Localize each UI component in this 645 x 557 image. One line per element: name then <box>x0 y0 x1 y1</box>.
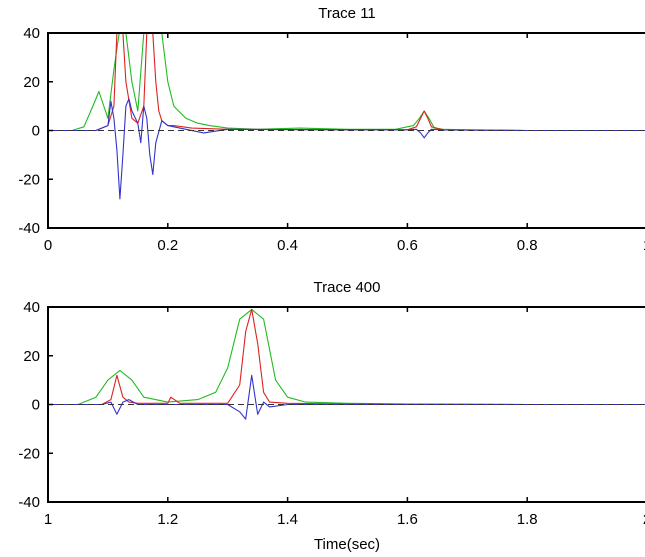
y-tick-label: 40 <box>23 299 40 316</box>
series-group <box>48 308 645 420</box>
series-line <box>48 33 645 132</box>
series-line <box>48 308 645 406</box>
y-tick-label: 20 <box>23 74 40 91</box>
plot-area: 40 20 0 -20 -401 1.2 1.4 1.6 1.8 2 <box>18 299 645 528</box>
x-tick-label: 0.8 <box>517 237 538 254</box>
y-tick-label: -40 <box>18 220 40 237</box>
y-tick-label: 0 <box>32 397 40 414</box>
y-tick-label: 40 <box>23 25 40 42</box>
x-tick-label: 0.4 <box>277 237 298 254</box>
y-tick-label: 0 <box>32 123 40 140</box>
series-line <box>48 98 645 200</box>
x-tick-label: 1.2 <box>157 511 178 528</box>
subplot-title: Trace 400 <box>314 279 381 296</box>
x-axis-label: Time(sec) <box>314 536 380 553</box>
x-tick-label: 1 <box>44 511 52 528</box>
subplot-title: Trace 11 <box>318 5 376 22</box>
series-group <box>48 33 645 200</box>
x-tick-label: 0.6 <box>397 237 418 254</box>
x-tick-label: 2 <box>643 511 645 528</box>
y-tick-label: 20 <box>23 348 40 365</box>
x-tick-label: 0.2 <box>157 237 178 254</box>
series-line <box>48 33 645 132</box>
x-tick-label: 0 <box>44 237 52 254</box>
x-tick-label: 1.8 <box>517 511 538 528</box>
x-tick-label: 1.6 <box>397 511 418 528</box>
series-line <box>48 374 645 420</box>
y-tick-label: -20 <box>18 445 40 462</box>
x-tick-label: 1.4 <box>277 511 298 528</box>
series-line <box>48 308 645 406</box>
subplot-trace-400: Trace 400 40 20 0 -20 -401 1.2 1.4 1.6 1.8 2 Time… <box>18 279 645 553</box>
y-tick-label: -20 <box>18 171 40 188</box>
y-tick-label: -40 <box>18 494 40 511</box>
x-tick-label: 1 <box>643 237 645 254</box>
